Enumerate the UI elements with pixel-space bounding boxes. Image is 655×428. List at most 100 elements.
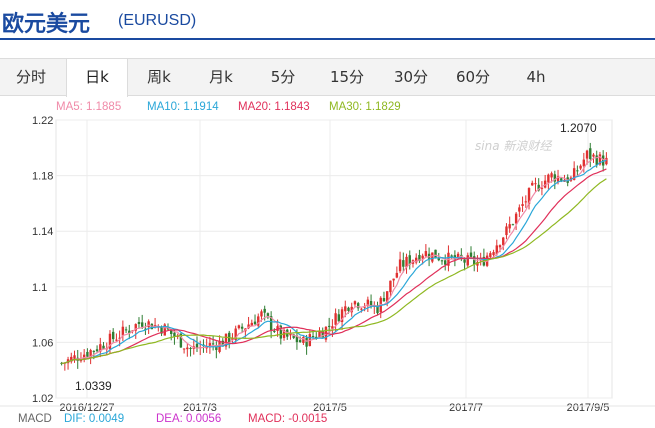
candle-body: [289, 333, 292, 336]
x-tick-label: 2017/3: [183, 402, 217, 414]
candle-body: [505, 226, 508, 236]
candle-body: [334, 313, 337, 325]
candle-body: [421, 255, 424, 259]
tab-timeshare[interactable]: 分时: [15, 68, 46, 86]
tab-5min[interactable]: 5分: [270, 68, 296, 86]
candle-body: [543, 180, 547, 188]
candle-body: [240, 326, 244, 329]
tab-monthly-k[interactable]: 月k: [209, 68, 233, 86]
candle-body: [508, 224, 511, 229]
candle-body: [95, 349, 99, 352]
ma20-label: MA20: 1.1843: [238, 101, 310, 113]
candle-body: [601, 155, 605, 166]
candle-body: [73, 355, 76, 359]
y-tick-label: 1.14: [32, 226, 53, 238]
candle-body: [111, 331, 115, 340]
candle-body: [70, 356, 73, 362]
candle-body: [369, 300, 373, 307]
x-tick-label: 2017/5: [313, 402, 347, 414]
candle-body: [524, 201, 527, 203]
candle-body: [128, 330, 131, 333]
y-tick-label: 1.1: [32, 282, 47, 294]
dif-label: DIF: 0.0049: [64, 413, 125, 425]
candle-body: [266, 313, 270, 318]
y-tick-label: 1.18: [32, 171, 53, 183]
candle-body: [405, 256, 408, 268]
candle-body: [572, 168, 576, 180]
candle-body: [415, 257, 418, 263]
candle-body: [182, 348, 186, 350]
macd-legend: MACD DIF: 0.0049 DEA: 0.0056 MACD: -0.00…: [0, 410, 655, 428]
candle-body: [502, 237, 505, 246]
candle-body: [231, 338, 234, 340]
candle-body: [605, 157, 608, 165]
candle-body: [437, 258, 440, 261]
candle-body: [582, 159, 586, 167]
candle-body: [305, 337, 308, 347]
tab-daily-k[interactable]: 日k: [66, 59, 128, 97]
tab-60min[interactable]: 60分: [455, 68, 491, 86]
candle-body: [102, 345, 105, 349]
candle-body: [347, 307, 350, 311]
candle-body: [395, 272, 399, 278]
candle-body: [327, 325, 331, 327]
ma20-line: [61, 168, 607, 364]
candle-body: [260, 311, 263, 317]
candle-body: [592, 154, 595, 157]
candle-body: [366, 299, 370, 306]
candle-body: [253, 321, 257, 325]
candle-body: [389, 280, 392, 293]
candle-body: [318, 331, 321, 338]
candle-body: [556, 176, 560, 182]
candle-body: [195, 343, 199, 349]
candle-body: [514, 213, 518, 224]
candle-body: [315, 336, 318, 339]
x-tick-label: 2016/12/27: [59, 402, 114, 414]
candle-body: [208, 343, 212, 348]
tab-15min[interactable]: 15分: [329, 68, 365, 86]
candle-body: [553, 174, 557, 182]
candle-body: [86, 351, 89, 357]
candle-body: [550, 173, 553, 178]
candle-body: [521, 204, 524, 206]
candle-body: [440, 260, 444, 262]
candle-body: [463, 259, 466, 263]
high-annotation: 1.2070: [560, 121, 597, 135]
plot-frame: [55, 119, 613, 399]
ma10-label: MA10: 1.1914: [147, 101, 219, 113]
ma5-label: MA5: 1.1885: [56, 101, 122, 113]
candle-body: [147, 321, 150, 328]
candle-body: [392, 278, 395, 281]
candle-body: [444, 260, 447, 265]
candle-body: [79, 360, 83, 362]
x-tick-label: 2017/9/5: [567, 402, 610, 414]
candle-body: [170, 329, 173, 335]
candle-body: [257, 316, 260, 326]
candle-body: [450, 255, 453, 257]
candle-body: [350, 306, 353, 313]
tab-4h[interactable]: 4h: [526, 68, 546, 86]
header-divider: [0, 38, 655, 40]
candle-body: [337, 314, 341, 322]
candle-body: [534, 183, 537, 185]
candle-body: [537, 184, 540, 191]
macd-value-label: MACD: -0.0015: [248, 413, 328, 425]
candle-body: [340, 309, 344, 323]
tab-weekly-k[interactable]: 周k: [147, 68, 171, 86]
candle-body: [134, 324, 137, 331]
tab-30min[interactable]: 30分: [393, 68, 429, 86]
candle-body: [92, 350, 96, 352]
candle-body: [408, 255, 411, 265]
candle-body: [598, 154, 602, 165]
candle-body: [385, 291, 389, 303]
y-tick-label: 1.02: [32, 393, 53, 405]
candle-body: [295, 335, 299, 343]
candle-body: [163, 324, 166, 336]
candle-body: [215, 345, 218, 351]
candle-body: [121, 326, 125, 336]
candle-body: [363, 306, 366, 308]
candle-body: [160, 327, 163, 334]
candle-body: [518, 207, 521, 212]
candle-body: [540, 187, 544, 189]
